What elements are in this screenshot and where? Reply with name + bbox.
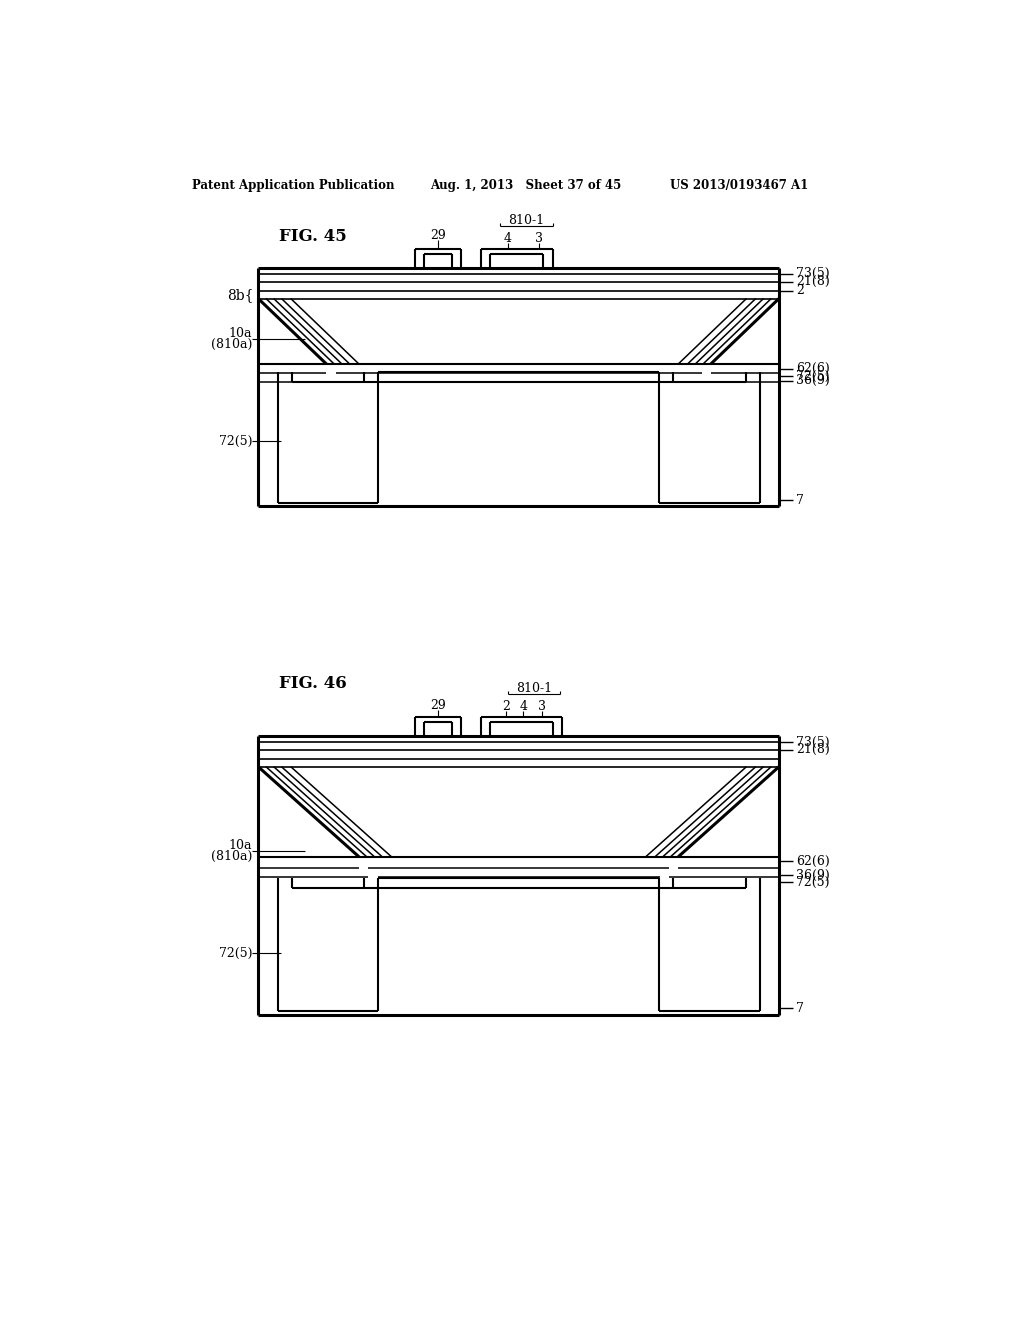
Text: 62(6): 62(6) [796,362,829,375]
Text: 72(5): 72(5) [218,946,252,960]
Text: 3: 3 [535,232,543,246]
Text: 10a: 10a [228,838,252,851]
Text: 36(9): 36(9) [796,375,829,388]
Text: Aug. 1, 2013   Sheet 37 of 45: Aug. 1, 2013 Sheet 37 of 45 [430,178,622,191]
Text: US 2013/0193467 A1: US 2013/0193467 A1 [671,178,809,191]
Text: 3: 3 [538,700,546,713]
Text: 62(6): 62(6) [796,855,829,869]
Text: 7: 7 [796,1002,804,1015]
Text: 4: 4 [504,232,512,246]
Text: 7: 7 [796,494,804,507]
Text: 4: 4 [519,700,527,713]
Text: 2: 2 [796,284,804,297]
Text: 73(5): 73(5) [796,735,829,748]
Text: 73(5): 73(5) [796,268,829,280]
Text: 21(8): 21(8) [796,743,829,756]
Text: 72(5): 72(5) [796,370,829,383]
Text: (810a): (810a) [211,850,252,862]
Text: 10a: 10a [228,326,252,339]
Text: 72(5): 72(5) [218,434,252,447]
Text: 29: 29 [430,228,445,242]
Text: 810-1: 810-1 [508,214,545,227]
Text: 2: 2 [502,700,510,713]
Text: FIG. 45: FIG. 45 [280,228,347,246]
Text: 29: 29 [430,698,445,711]
Text: 36(9): 36(9) [796,869,829,882]
Text: Patent Application Publication: Patent Application Publication [191,178,394,191]
Text: 21(8): 21(8) [796,275,829,288]
Text: 72(5): 72(5) [796,875,829,888]
Text: FIG. 46: FIG. 46 [280,675,347,692]
Text: 8b{: 8b{ [227,288,254,302]
Text: (810a): (810a) [211,338,252,351]
Text: 810-1: 810-1 [516,681,552,694]
